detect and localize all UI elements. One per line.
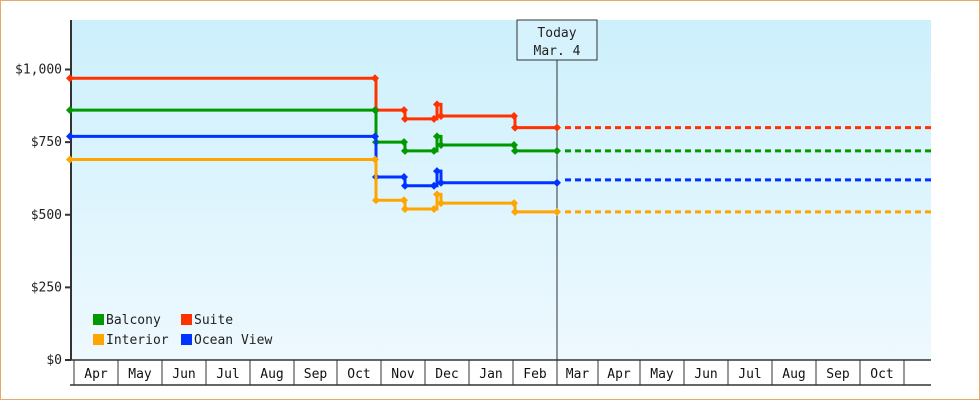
data-point-marker[interactable] [433, 190, 441, 199]
x-tick-label: Feb [523, 367, 547, 382]
x-tick-label: Jun [172, 367, 195, 382]
data-point-marker[interactable] [510, 199, 518, 208]
data-point-marker[interactable] [400, 196, 408, 205]
data-point-marker[interactable] [66, 155, 74, 164]
data-point-marker[interactable] [510, 141, 518, 150]
data-point-marker[interactable] [66, 132, 74, 141]
x-tick-label: Aug [260, 367, 283, 382]
x-axis: Apr May Jun Jul Aug Sep Oct Nov Dec Jan Feb Mar Apr M… [70, 359, 931, 386]
data-point-marker[interactable] [433, 100, 441, 109]
legend: Balcony Suite Interior Ocean View [93, 313, 272, 348]
data-point-marker[interactable] [371, 132, 379, 141]
data-point-marker[interactable] [401, 181, 409, 190]
x-tick-label: Oct [870, 367, 893, 382]
x-tick-label: Jan [479, 367, 502, 382]
x-tick-label: Mar [566, 367, 590, 382]
data-point-marker[interactable] [511, 207, 519, 216]
data-point-marker[interactable] [66, 74, 74, 83]
data-point-marker[interactable] [66, 106, 74, 115]
x-tick-label: May [650, 367, 674, 382]
data-point-marker[interactable] [511, 146, 519, 155]
y-tick-label: $1,000 [15, 63, 62, 78]
data-point-marker[interactable] [371, 155, 379, 164]
data-point-marker[interactable] [430, 146, 438, 155]
series-lines [66, 74, 931, 216]
today-date: Mar. 4 [534, 44, 581, 59]
data-point-marker[interactable] [437, 199, 445, 208]
x-tick-label: Aug [782, 367, 805, 382]
data-point-marker[interactable] [437, 141, 445, 150]
data-point-marker[interactable] [401, 146, 409, 155]
data-point-marker[interactable] [430, 204, 438, 213]
data-point-marker[interactable] [400, 138, 408, 147]
legend-label: Suite [194, 313, 233, 328]
y-axis: $0 $250 $500 $750 $1,000 [15, 20, 72, 368]
data-point-marker[interactable] [371, 74, 379, 83]
y-tick-label: $0 [46, 353, 62, 368]
x-tick-label: Apr [84, 367, 108, 382]
data-point-marker[interactable] [372, 196, 380, 205]
data-point-marker[interactable] [511, 123, 519, 132]
data-point-marker[interactable] [553, 123, 561, 132]
legend-swatch [181, 314, 192, 325]
data-point-marker[interactable] [437, 111, 445, 120]
data-point-marker[interactable] [401, 204, 409, 213]
x-tick-label: Oct [347, 367, 370, 382]
data-point-marker[interactable] [371, 106, 379, 115]
data-point-marker[interactable] [401, 114, 409, 123]
legend-swatch [93, 314, 104, 325]
x-tick-label: Nov [391, 367, 415, 382]
data-point-marker[interactable] [553, 146, 561, 155]
legend-swatch [181, 334, 192, 345]
today-marker: Today Mar. 4 [516, 19, 598, 360]
x-tick-label: Jul [738, 367, 761, 382]
x-tick-label: May [128, 367, 152, 382]
data-point-marker[interactable] [400, 106, 408, 115]
y-tick-label: $500 [31, 208, 62, 223]
data-point-marker[interactable] [433, 167, 441, 176]
data-point-marker[interactable] [553, 178, 561, 187]
today-label: Today [537, 26, 576, 41]
x-tick-label: Jun [694, 367, 717, 382]
legend-label: Interior [106, 333, 169, 348]
data-point-marker[interactable] [510, 111, 518, 120]
x-tick-label: Dec [435, 367, 458, 382]
x-tick-label: Jul [216, 367, 239, 382]
legend-label: Balcony [106, 313, 161, 328]
data-point-marker[interactable] [437, 178, 445, 187]
data-point-marker[interactable] [433, 132, 441, 141]
legend-label: Ocean View [194, 333, 272, 348]
plot-area [71, 20, 931, 360]
data-point-marker[interactable] [430, 181, 438, 190]
x-tick-label: Sep [304, 367, 328, 382]
y-tick-label: $250 [31, 280, 62, 295]
x-tick-label: Apr [607, 367, 631, 382]
data-point-marker[interactable] [400, 172, 408, 181]
data-point-marker[interactable] [430, 114, 438, 123]
x-tick-label: Sep [826, 367, 850, 382]
data-point-marker[interactable] [553, 207, 561, 216]
legend-swatch [93, 334, 104, 345]
y-tick-label: $750 [31, 135, 62, 150]
